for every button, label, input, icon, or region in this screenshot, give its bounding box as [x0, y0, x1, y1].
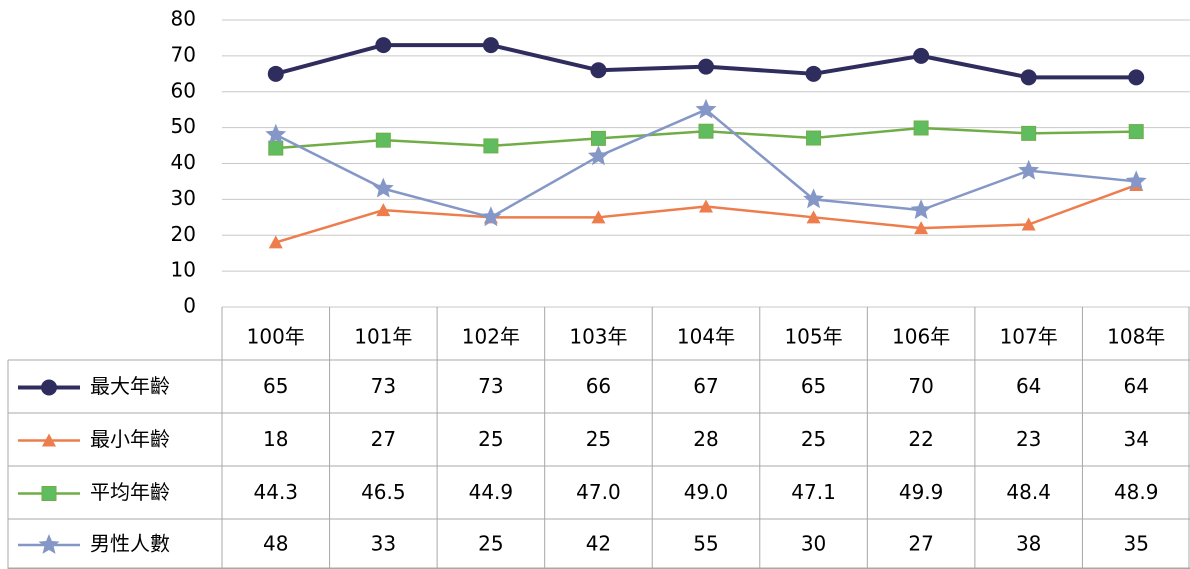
- data-point: [268, 140, 284, 156]
- data-label: 23: [1016, 427, 1041, 451]
- data-label: 42: [586, 532, 611, 556]
- data-label: 48.4: [1006, 480, 1051, 504]
- data-label: 27: [908, 532, 933, 556]
- data-point: [480, 206, 502, 227]
- y-tick-label: 0: [183, 294, 196, 318]
- data-point: [1128, 69, 1145, 86]
- data-point: [588, 145, 609, 166]
- data-label: 34: [1123, 427, 1148, 451]
- data-label: 46.5: [361, 480, 406, 504]
- data-label: 47.1: [791, 480, 836, 504]
- data-point: [1021, 217, 1036, 231]
- data-label: 49.9: [899, 480, 944, 504]
- data-point: [482, 37, 499, 54]
- data-point: [376, 203, 391, 217]
- data-label: 18: [263, 427, 288, 451]
- y-tick-label: 40: [171, 150, 196, 174]
- data-point: [1021, 125, 1037, 141]
- data-label: 25: [478, 532, 503, 556]
- data-label: 67: [693, 374, 718, 398]
- data-label: 25: [801, 427, 826, 451]
- data-label: 66: [586, 374, 611, 398]
- data-label: 48.9: [1114, 480, 1159, 504]
- x-tick-label: 100年: [247, 325, 305, 349]
- data-label: 22: [908, 427, 933, 451]
- data-label: 30: [801, 532, 826, 556]
- data-label: 33: [371, 532, 396, 556]
- x-tick-label: 106年: [892, 325, 950, 349]
- data-label: 64: [1016, 374, 1041, 398]
- data-point: [590, 62, 607, 79]
- legend-marker: [41, 379, 57, 396]
- data-point: [698, 123, 714, 139]
- data-label: 47.0: [576, 480, 621, 504]
- data-label: 38: [1016, 532, 1041, 556]
- data-label: 70: [908, 374, 933, 398]
- y-tick-label: 60: [171, 78, 196, 102]
- data-point: [806, 210, 821, 224]
- y-tick-label: 50: [171, 114, 196, 138]
- data-point: [806, 130, 822, 146]
- data-point: [265, 123, 287, 144]
- data-point: [483, 138, 499, 154]
- x-tick-label: 105年: [784, 325, 842, 349]
- data-label: 55: [693, 532, 718, 556]
- data-point: [803, 188, 824, 209]
- x-tick-label: 102年: [462, 325, 520, 349]
- data-point: [268, 235, 283, 249]
- legend-label: 男性人數: [90, 532, 170, 556]
- data-label: 73: [371, 374, 396, 398]
- data-label: 44.3: [254, 480, 299, 504]
- data-point: [267, 65, 284, 82]
- data-label: 25: [586, 427, 611, 451]
- x-tick-label: 108年: [1107, 325, 1165, 349]
- data-point: [1018, 159, 1040, 180]
- data-label: 65: [801, 374, 826, 398]
- data-point: [1128, 124, 1144, 140]
- legend-label: 最大年齡: [90, 374, 170, 398]
- legend-label: 最小年齡: [90, 427, 170, 451]
- data-point: [1125, 170, 1147, 191]
- data-label: 35: [1123, 532, 1148, 556]
- y-tick-label: 20: [171, 222, 196, 246]
- data-label: 25: [478, 427, 503, 451]
- data-label: 28: [693, 427, 718, 451]
- x-tick-label: 101年: [354, 325, 412, 349]
- data-label: 49.0: [684, 480, 729, 504]
- data-point: [375, 37, 392, 54]
- data-point: [913, 120, 929, 136]
- data-point: [699, 199, 713, 213]
- data-label: 65: [263, 374, 288, 398]
- data-label: 27: [371, 427, 396, 451]
- data-label: 48: [263, 532, 288, 556]
- data-point: [1020, 69, 1037, 86]
- legend-marker: [42, 433, 56, 447]
- legend-marker: [41, 486, 57, 501]
- x-tick-label: 103年: [569, 325, 627, 349]
- data-point: [590, 130, 606, 146]
- y-tick-label: 70: [171, 42, 196, 66]
- y-tick-label: 30: [171, 186, 196, 210]
- data-label: 64: [1123, 374, 1148, 398]
- data-point: [375, 132, 391, 148]
- data-label: 73: [478, 374, 503, 398]
- y-tick-label: 80: [171, 7, 196, 31]
- x-tick-label: 107年: [1000, 325, 1058, 349]
- data-point: [913, 47, 930, 64]
- y-tick-label: 10: [171, 258, 196, 282]
- data-point: [591, 210, 606, 224]
- data-point: [695, 98, 717, 119]
- legend-marker: [38, 534, 60, 554]
- data-point: [372, 177, 394, 198]
- data-point: [910, 199, 932, 219]
- data-point: [698, 58, 714, 75]
- data-label: 44.9: [469, 480, 514, 504]
- data-point: [805, 65, 822, 82]
- x-tick-label: 104年: [677, 325, 735, 349]
- legend-label: 平均年齡: [90, 480, 170, 504]
- data-point: [914, 221, 929, 235]
